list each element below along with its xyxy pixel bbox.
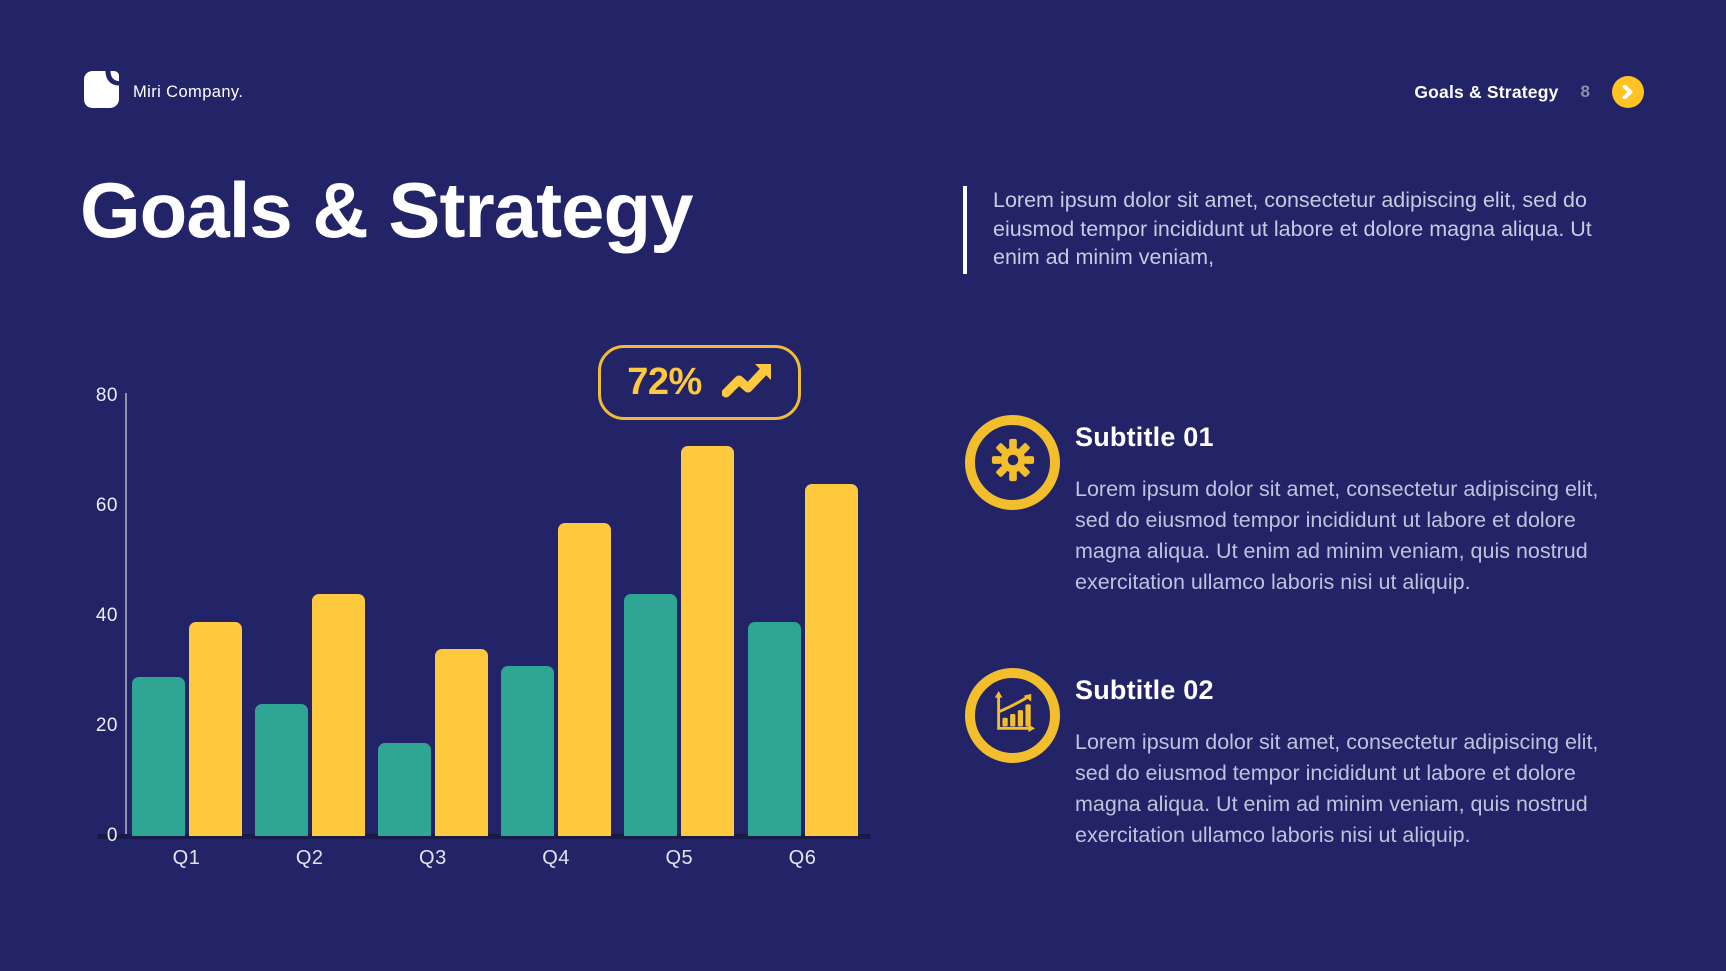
x-axis-line: [98, 834, 870, 839]
series-2-bar-q1: [188, 621, 242, 836]
bar-group-q4: [501, 522, 612, 836]
header-right: Goals & Strategy 8: [1414, 76, 1644, 108]
series-1-bar-q6: [747, 621, 801, 836]
trend-badge-value: 72%: [627, 361, 702, 403]
series-1-bar-q3: [377, 742, 431, 836]
quarterly-bar-chart: 0 20 40 60 80 Q1 Q2 Q3 Q4 Q5 Q6: [80, 385, 880, 895]
x-axis-label-q3: Q3: [419, 847, 447, 869]
feature-1-title: Subtitle 01: [1075, 422, 1214, 452]
x-axis-label-q5: Q5: [665, 847, 694, 869]
gear-icon: [990, 437, 1036, 488]
header-section-label: Goals & Strategy: [1414, 81, 1559, 102]
x-axis-label-q4: Q4: [542, 847, 570, 869]
feature-1-text: Lorem ipsum dolor sit amet, consectetur …: [1075, 477, 1599, 594]
bar-group-q3: [377, 649, 488, 836]
intro-text: Lorem ipsum dolor sit amet, consectetur …: [993, 188, 1592, 270]
feature-1-body: Subtitle 01 Lorem ipsum dolor sit amet, …: [1075, 412, 1625, 598]
bar-group-q2: [254, 594, 365, 836]
trending-up-icon: [721, 362, 772, 403]
y-axis-tick-label: 20: [95, 715, 118, 736]
y-axis-line: [125, 393, 127, 838]
series-2-bar-q6: [804, 484, 858, 836]
bar-chart-growth-icon: [990, 690, 1036, 741]
series-2-bar-q5: [681, 445, 735, 836]
x-axis-label-q6: Q6: [788, 847, 817, 869]
series-2-bar-q4: [558, 522, 612, 836]
feature-section-1: Subtitle 01 Lorem ipsum dolor sit amet, …: [965, 412, 1625, 598]
feature-section-2: Subtitle 02 Lorem ipsum dolor sit amet, …: [965, 665, 1625, 851]
x-axis-label-q2: Q2: [295, 847, 324, 869]
series-1-bar-q5: [624, 594, 678, 836]
y-axis-tick-label: 60: [95, 495, 118, 516]
bar-group-q6: [747, 484, 858, 836]
intro-block: Lorem ipsum dolor sit amet, consectetur …: [963, 186, 1633, 274]
feature-2-icon-ring: [965, 668, 1060, 763]
header: Miri Company. Goals & Strategy 8: [83, 70, 1644, 114]
brand-name: Miri Company.: [133, 82, 244, 101]
y-axis-tick-label: 0: [106, 825, 118, 846]
company-logo-icon: [83, 70, 120, 114]
series-1-bar-q4: [501, 665, 555, 836]
series-1-bar-q1: [131, 676, 185, 836]
series-2-bar-q2: [311, 594, 365, 836]
intro-divider: [963, 186, 967, 274]
page-number: 8: [1580, 82, 1590, 101]
x-axis-label-q1: Q1: [172, 847, 201, 869]
feature-2-text: Lorem ipsum dolor sit amet, consectetur …: [1075, 730, 1599, 847]
series-2-bar-q3: [434, 649, 488, 836]
next-arrow-button[interactable]: [1612, 76, 1644, 108]
y-axis-tick-label: 40: [95, 605, 118, 626]
feature-1-icon-ring: [965, 415, 1060, 510]
bar-group-q1: [131, 621, 242, 836]
page-title: Goals & Strategy: [80, 166, 694, 254]
bar-group-q5: [624, 445, 735, 836]
series-1-bar-q2: [254, 704, 308, 836]
y-axis-tick-label: 80: [95, 385, 118, 406]
feature-2-title: Subtitle 02: [1075, 675, 1214, 705]
brand: Miri Company.: [83, 70, 243, 114]
feature-2-body: Subtitle 02 Lorem ipsum dolor sit amet, …: [1075, 665, 1625, 851]
trend-badge: 72%: [598, 345, 801, 420]
chevron-right-icon: [1622, 85, 1633, 99]
